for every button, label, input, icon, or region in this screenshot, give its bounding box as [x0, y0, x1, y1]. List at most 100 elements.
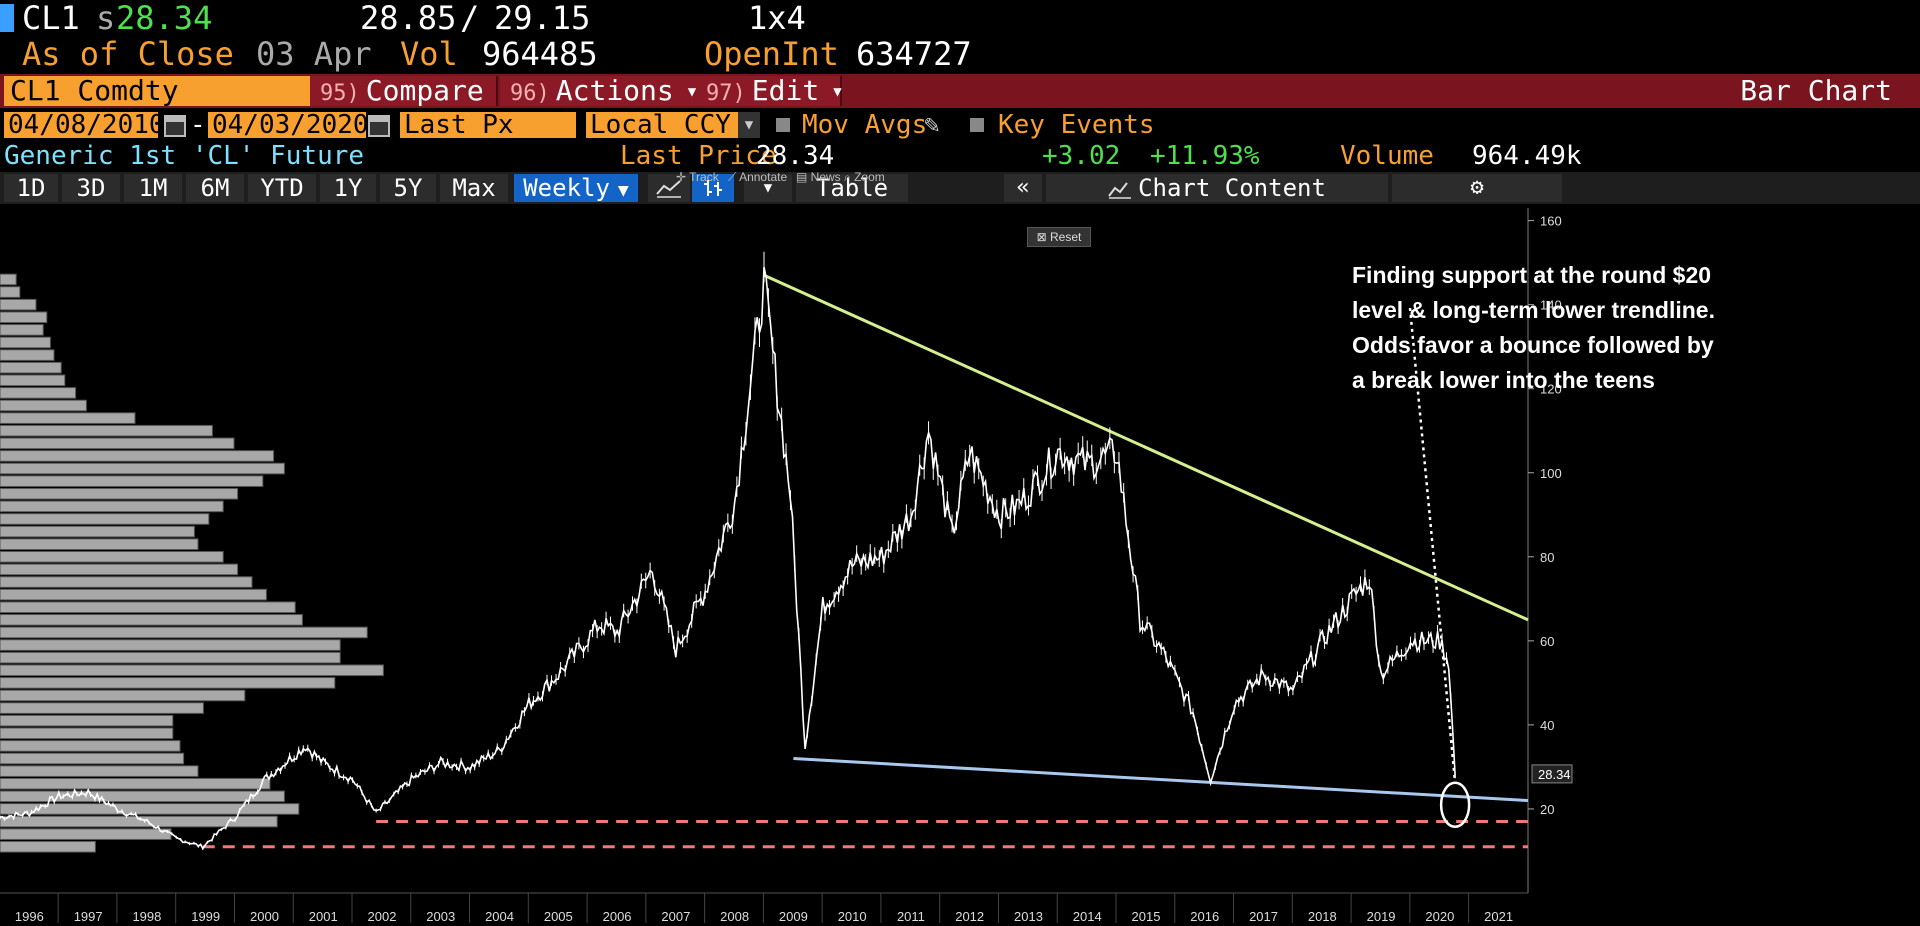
x-tick-label: 2007 — [661, 909, 690, 924]
volume-profile-bar — [0, 538, 199, 551]
volume-profile-bar — [0, 513, 210, 525]
volume-profile-bar — [0, 840, 96, 853]
volume-profile — [0, 273, 384, 853]
volume-profile-bar — [0, 677, 336, 689]
zoom-tool[interactable]: ⌕ Zoom — [844, 170, 885, 185]
bid-ask-separator: / — [460, 0, 480, 37]
period-6m-button[interactable]: 6M — [186, 174, 244, 202]
volume-profile-bar — [0, 551, 224, 563]
volume-profile-bar — [0, 740, 181, 752]
track-tool[interactable]: ✛ Track — [676, 170, 719, 184]
volume-profile-bar — [0, 361, 62, 374]
annotation-line: a break lower into the teens — [1352, 367, 1655, 393]
calendar-icon[interactable] — [368, 115, 390, 137]
annotation-line: Finding support at the round $20 — [1352, 262, 1712, 288]
volume-profile-bar — [0, 576, 253, 588]
chevron-down-icon: ▼ — [687, 84, 697, 100]
x-tick-label: 2001 — [309, 909, 338, 924]
volume-profile-bar — [0, 664, 384, 677]
key-events-label: Key Events — [998, 110, 1155, 140]
period-1m-button[interactable]: 1M — [124, 174, 182, 202]
volume-profile-bar — [0, 689, 246, 702]
volume-profile-bar — [0, 336, 51, 349]
x-tick-label: 1996 — [15, 909, 44, 924]
end-date-field[interactable]: 04/03/2020 — [208, 112, 369, 138]
calendar-icon[interactable] — [164, 115, 186, 137]
annotation-text: Finding support at the round $20 level &… — [1352, 258, 1792, 398]
y-tick-label: 120 — [1540, 382, 1562, 397]
volume-profile-bar — [0, 387, 77, 399]
annotation-pointer — [1408, 307, 1457, 783]
y-tick-label: 80 — [1540, 550, 1554, 565]
x-tick-label: 2015 — [1132, 909, 1161, 924]
x-tick-label: 2014 — [1073, 909, 1102, 924]
period-1y-button[interactable]: 1Y — [320, 174, 376, 202]
key-events-checkbox[interactable] — [970, 118, 984, 132]
currency-select[interactable]: Local CCY — [586, 112, 738, 138]
x-tick-label: 2005 — [544, 909, 573, 924]
y-tick-label: 40 — [1540, 718, 1554, 733]
actions-number: 96) — [510, 81, 550, 106]
start-date-field[interactable]: 04/08/2010 — [4, 112, 165, 138]
period-5y-button[interactable]: 5Y — [380, 174, 436, 202]
table-button[interactable]: Table — [796, 174, 908, 202]
bar-chart-icon[interactable] — [692, 174, 734, 202]
volume-profile-bar — [0, 614, 303, 626]
volume-profile-bar — [0, 298, 37, 311]
actions-button[interactable]: 96) Actions ▼ — [500, 76, 704, 106]
volume-profile-bar — [0, 424, 213, 437]
gear-icon[interactable]: ⚙ — [1392, 174, 1562, 202]
ticker-symbol[interactable]: CL1 — [22, 0, 80, 37]
collapse-icon[interactable]: « — [1004, 174, 1042, 202]
x-tick-label: 1999 — [191, 909, 220, 924]
news-tool[interactable]: ▤ News — [796, 170, 841, 184]
line-chart-icon[interactable] — [648, 174, 690, 202]
close-header: As of Close 03 Apr Vol 964485 OpenInt 63… — [0, 36, 1920, 72]
volume-value: 964.49k — [1472, 141, 1582, 171]
price-chart[interactable]: 1996 1997 1998 1999 2000 2001 2002 2003 2004 2005… — [0, 208, 1920, 926]
volume-profile-bar — [0, 563, 239, 576]
x-tick-label: 2011 — [897, 909, 925, 924]
field-select[interactable]: Last Px — [400, 112, 576, 138]
lower-trendline — [793, 757, 1529, 803]
y-tick-label: 20 — [1540, 802, 1554, 817]
volume-profile-bar — [0, 752, 185, 765]
compare-number: 95) — [320, 81, 360, 106]
pencil-icon[interactable]: ✎ — [924, 110, 940, 140]
volume-profile-bar — [0, 500, 224, 513]
compare-button[interactable]: 95) Compare — [310, 76, 498, 106]
chart-content-button[interactable]: Chart Content — [1046, 174, 1388, 202]
edit-button[interactable]: 97) Edit ▼ — [696, 76, 842, 106]
chart-style-dropdown-icon[interactable]: ▼ — [744, 174, 792, 202]
chevron-down-icon[interactable]: ▼ — [738, 112, 760, 138]
x-tick-label: 2000 — [250, 909, 279, 924]
volume-profile-bar — [0, 273, 17, 286]
period-1d-button[interactable]: 1D — [4, 174, 58, 202]
as-of-label: As of Close — [22, 35, 234, 73]
volume-profile-bar — [0, 803, 300, 815]
reset-button[interactable]: ⊠ Reset — [1027, 227, 1091, 247]
security-info-row: Generic 1st 'CL' Future Last Price 28.34… — [0, 142, 1920, 170]
edit-label: Edit — [751, 74, 820, 107]
last-price: 28.34 — [116, 0, 213, 37]
zoom-label: Zoom — [854, 170, 885, 184]
volume-profile-bar — [0, 412, 136, 424]
volume-label: Vol — [400, 35, 458, 73]
frequency-select[interactable]: Weekly ▼ — [514, 174, 638, 202]
period-3d-button[interactable]: 3D — [62, 174, 120, 202]
volume-profile-bar — [0, 626, 368, 639]
support-levels — [202, 820, 1528, 849]
track-label: Track — [689, 170, 719, 184]
security-name: Generic 1st 'CL' Future — [4, 141, 365, 171]
annotate-label: Annotate — [739, 170, 788, 184]
command-bar: CL1 Comdty 95) Compare 96) Actions ▼ 97) Edi… — [0, 74, 1920, 108]
volume-profile-bar — [0, 349, 55, 361]
cursor-block — [0, 4, 14, 32]
mov-avgs-checkbox[interactable] — [776, 118, 790, 132]
x-tick-label: 2020 — [1425, 909, 1454, 924]
edit-number: 97) — [706, 81, 746, 106]
period-max-button[interactable]: Max — [440, 174, 508, 202]
volume-profile-bar — [0, 588, 267, 601]
period-ytd-button[interactable]: YTD — [248, 174, 316, 202]
annotate-tool[interactable]: ⟋ Annotate — [728, 170, 787, 185]
